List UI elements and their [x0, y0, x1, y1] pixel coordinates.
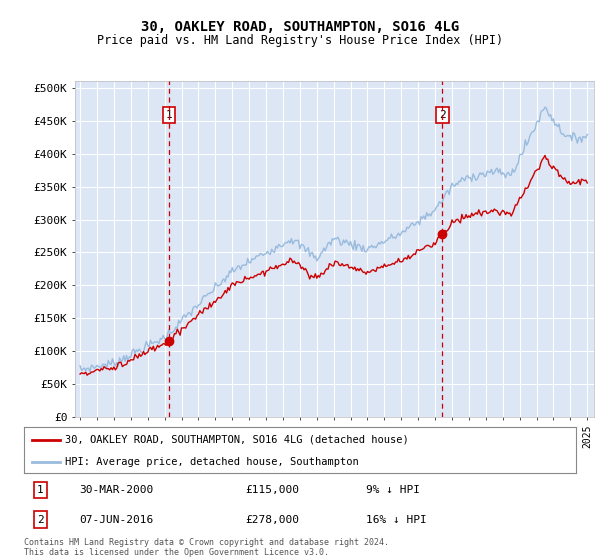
Text: 30, OAKLEY ROAD, SOUTHAMPTON, SO16 4LG (detached house): 30, OAKLEY ROAD, SOUTHAMPTON, SO16 4LG (… [65, 435, 409, 445]
Text: £278,000: £278,000 [245, 515, 299, 525]
Text: Price paid vs. HM Land Registry's House Price Index (HPI): Price paid vs. HM Land Registry's House … [97, 34, 503, 46]
Text: 30, OAKLEY ROAD, SOUTHAMPTON, SO16 4LG: 30, OAKLEY ROAD, SOUTHAMPTON, SO16 4LG [141, 20, 459, 34]
Text: 07-JUN-2016: 07-JUN-2016 [79, 515, 154, 525]
Text: Contains HM Land Registry data © Crown copyright and database right 2024.
This d: Contains HM Land Registry data © Crown c… [24, 538, 389, 557]
Text: 1: 1 [37, 485, 44, 495]
Text: 2: 2 [37, 515, 44, 525]
Text: £115,000: £115,000 [245, 485, 299, 495]
Text: 2: 2 [439, 110, 446, 120]
Text: 9% ↓ HPI: 9% ↓ HPI [366, 485, 420, 495]
Text: 1: 1 [166, 110, 172, 120]
Text: HPI: Average price, detached house, Southampton: HPI: Average price, detached house, Sout… [65, 457, 359, 466]
Text: 16% ↓ HPI: 16% ↓ HPI [366, 515, 427, 525]
Text: 30-MAR-2000: 30-MAR-2000 [79, 485, 154, 495]
